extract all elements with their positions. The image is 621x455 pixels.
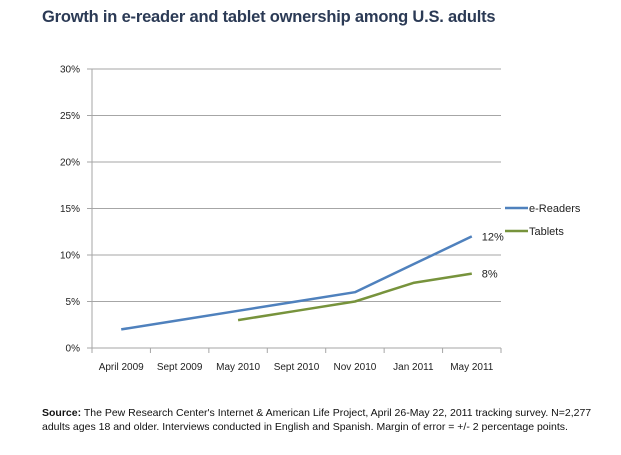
end-value-label: 12% — [482, 231, 504, 243]
gridlines — [92, 68, 501, 302]
x-tick-label: May 2010 — [216, 362, 260, 373]
y-tick-label: 20% — [60, 158, 80, 169]
chart-title: Growth in e-reader and tablet ownership … — [42, 8, 496, 26]
x-tick-label: Sept 2010 — [274, 362, 320, 373]
axes — [91, 69, 501, 353]
x-tick-label: May 2011 — [450, 362, 494, 373]
end-value-label: 8% — [482, 269, 498, 281]
legend-label: Tablets — [529, 226, 564, 238]
series-line-e-readers — [121, 235, 473, 331]
y-tick-label: 15% — [60, 204, 80, 215]
legend-label: e-Readers — [529, 203, 581, 215]
x-tick-label: Jan 2011 — [393, 362, 434, 373]
y-tick-label: 30% — [60, 65, 80, 76]
source-note: Source: The Pew Research Center's Intern… — [42, 407, 602, 434]
y-tick-label: 10% — [60, 251, 80, 262]
series-lines — [121, 235, 473, 331]
y-tick-label: 0% — [66, 344, 81, 355]
x-tick-label: Nov 2010 — [334, 362, 377, 373]
source-text: The Pew Research Center's Internet & Ame… — [42, 407, 592, 433]
x-tick-label: Sept 2009 — [157, 362, 203, 373]
series-line-tablets — [237, 272, 472, 322]
y-axis-ticks: 0% 5% 10% 15% 20% 25% 30% — [60, 65, 92, 355]
legend: e-Readers Tablets — [505, 203, 581, 238]
x-axis-ticks: April 2009 Sept 2009 May 2010 Sept 2010 Nov … — [91, 348, 502, 373]
x-tick-label: April 2009 — [99, 362, 144, 373]
y-tick-label: 25% — [60, 111, 80, 122]
data-labels: 12% 8% — [482, 231, 504, 280]
y-tick-label: 5% — [66, 297, 81, 308]
source-label: Source: — [42, 407, 82, 419]
